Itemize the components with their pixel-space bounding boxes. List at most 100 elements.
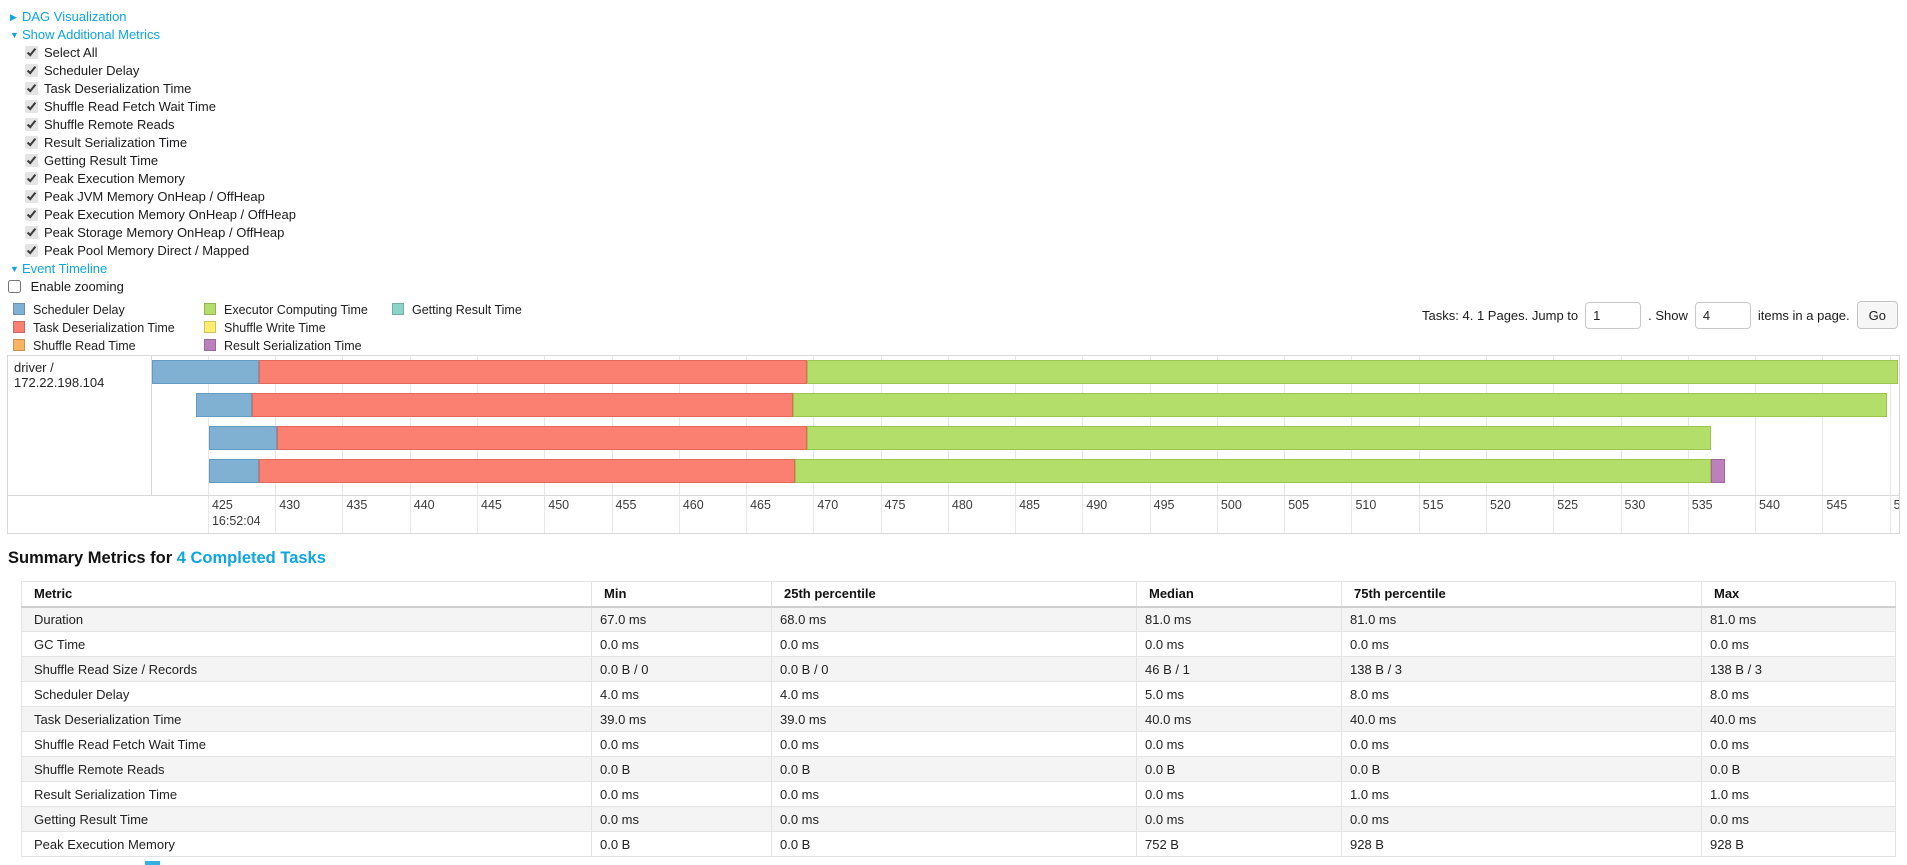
axis-tick-label: 430 [279, 498, 301, 512]
summary-metric-name-cell: Shuffle Read Fetch Wait Time [21, 731, 592, 757]
timeline-legend-and-pager: Scheduler Delay Task Deserialization Time… [0, 301, 1907, 355]
summary-value-cell: 0.0 ms [591, 781, 772, 807]
legend-swatch-shuffle-write [204, 321, 216, 333]
axis-tick-label: 470 [817, 498, 839, 512]
timeline-bar-segment-task-deserialization[interactable] [259, 360, 807, 384]
show-additional-metrics-toggle[interactable]: ▼ Show Additional Metrics [0, 26, 1907, 44]
timeline-gridline [1755, 496, 1757, 533]
metric-checkbox[interactable] [25, 208, 38, 221]
summary-value-cell: 0.0 ms [1136, 806, 1342, 832]
summary-value-cell: 40.0 ms [1136, 706, 1342, 732]
timeline-gridline [611, 356, 613, 495]
legend-item-getting-result: Getting Result Time [392, 301, 572, 319]
legend-label: Shuffle Read Time [33, 339, 136, 353]
summary-value-cell: 0.0 ms [771, 631, 1137, 657]
metric-checkbox[interactable] [25, 118, 38, 131]
axis-tick-label: 495 [1153, 498, 1175, 512]
legend-item-result-serialization: Result Serialization Time [204, 337, 392, 355]
timeline-bar-segment-scheduler-delay[interactable] [209, 459, 260, 483]
summary-table-row: Peak Execution Memory 0.0 B 0.0 B 752 B 928 … [21, 831, 1896, 857]
summary-col-header: 25th percentile [771, 581, 1137, 608]
summary-value-cell: 68.0 ms [771, 606, 1137, 632]
timeline-bar-segment-scheduler-delay[interactable] [195, 393, 253, 417]
summary-value-cell: 46 B / 1 [1136, 656, 1342, 682]
show-additional-metrics-label: Show Additional Metrics [22, 27, 161, 42]
metric-checkbox-row: Task Deserialization Time [0, 80, 1907, 98]
timeline-gridline [1620, 496, 1622, 533]
metric-checkbox[interactable] [25, 82, 38, 95]
timeline-axis-area: 425 430 435 440 445 450 455 460 465 470 475 480 485 4… [8, 495, 1899, 533]
metric-checkbox[interactable] [25, 100, 38, 113]
axis-tick-label: 435 [346, 498, 368, 512]
jump-to-page-input[interactable] [1585, 301, 1642, 329]
summary-metric-name-cell: Result Serialization Time [21, 781, 592, 807]
metric-checkbox-label: Select All [44, 45, 98, 60]
dag-visualization-toggle[interactable]: ▶ DAG Visualization [0, 8, 1907, 26]
axis-tick-label: 460 [682, 498, 704, 512]
axis-tick-label: 530 [1624, 498, 1646, 512]
items-per-page-input[interactable] [1694, 301, 1751, 329]
timeline-bar-segment-task-deserialization[interactable] [252, 393, 794, 417]
summary-table-row: Result Serialization Time 0.0 ms 0.0 ms 0.0… [21, 781, 1896, 807]
summary-value-cell: 40.0 ms [1341, 706, 1702, 732]
timeline-bar-segment-executor-computing[interactable] [806, 360, 1898, 384]
metric-checkbox[interactable] [25, 172, 38, 185]
summary-value-cell: 4.0 ms [771, 681, 1137, 707]
metric-checkbox-row: Peak JVM Memory OnHeap / OffHeap [0, 188, 1907, 206]
metric-checkbox[interactable] [25, 64, 38, 77]
timeline-gridline [342, 356, 344, 495]
timeline-bar-segment-scheduler-delay[interactable] [152, 360, 260, 384]
summary-table-row: Shuffle Remote Reads 0.0 B 0.0 B 0.0 B 0.0 B… [21, 756, 1896, 782]
summary-value-cell: 0.0 ms [1341, 731, 1702, 757]
timeline-gridline [678, 496, 680, 533]
axis-tick-label: 425 [211, 498, 233, 512]
metric-checkbox[interactable] [25, 46, 38, 59]
timeline-bar-segment-executor-computing[interactable] [793, 393, 1887, 417]
timeline-bar-segment-executor-computing[interactable] [806, 426, 1711, 450]
summary-table-row: Shuffle Read Size / Records 0.0 B / 0 0.0 … [21, 656, 1896, 682]
timeline-bar-segment-result-serialization[interactable] [1710, 459, 1726, 483]
timeline-gridline [947, 356, 949, 495]
summary-value-cell: 0.0 B [1341, 756, 1702, 782]
timeline-gridline [207, 356, 209, 495]
legend-column: Executor Computing Time Shuffle Write Tim… [204, 301, 392, 355]
axis-tick-label: 480 [951, 498, 973, 512]
summary-value-cell: 39.0 ms [771, 706, 1137, 732]
timeline-bar-segment-task-deserialization[interactable] [276, 426, 807, 450]
timeline-bar-segment-executor-computing[interactable] [794, 459, 1711, 483]
metric-checkbox[interactable] [25, 154, 38, 167]
metric-checkbox[interactable] [25, 190, 38, 203]
summary-value-cell: 81.0 ms [1136, 606, 1342, 632]
metric-checkbox-label: Getting Result Time [44, 153, 159, 168]
metric-checkbox-row: Shuffle Remote Reads [0, 116, 1907, 134]
completed-tasks-link[interactable]: 4 Completed Tasks [176, 549, 326, 567]
timeline-gridline [477, 496, 479, 533]
metric-checkbox[interactable] [25, 136, 38, 149]
legend-item-shuffle-read: Shuffle Read Time [13, 337, 204, 355]
summary-metric-name-cell: Scheduler Delay [21, 681, 592, 707]
summary-value-cell: 0.0 ms [1701, 731, 1896, 757]
legend-swatch-task-deserialization [13, 321, 25, 333]
timeline-gridline [813, 496, 815, 533]
summary-table-row: Task Deserialization Time 39.0 ms 39.0 ms 4… [21, 706, 1896, 732]
go-button[interactable]: Go [1856, 301, 1898, 329]
axis-tick-label: 515 [1422, 498, 1444, 512]
event-timeline-toggle[interactable]: ▼ Event Timeline [0, 260, 1907, 278]
legend-label: Executor Computing Time [224, 303, 368, 317]
timeline-bar-segment-task-deserialization[interactable] [259, 459, 795, 483]
metric-checkbox[interactable] [25, 226, 38, 239]
timeline-gridline [746, 356, 748, 495]
metric-checkbox[interactable] [25, 244, 38, 257]
timeline-bar-segment-scheduler-delay[interactable] [209, 426, 277, 450]
pagination-show-label: . Show [1648, 307, 1688, 323]
metric-checkbox-label: Peak Execution Memory [44, 171, 185, 186]
axis-tick-label: 520 [1489, 498, 1511, 512]
timeline-gridline [1687, 356, 1689, 495]
metric-checkbox-row: Shuffle Read Fetch Wait Time [0, 98, 1907, 116]
summary-value-cell: 0.0 B [1136, 756, 1342, 782]
summary-value-cell: 0.0 ms [1136, 781, 1342, 807]
summary-table-header-row: Metric Min 25th percentile Median 75th perce… [21, 581, 1896, 608]
timeline-gridline [409, 356, 411, 495]
enable-zooming-checkbox[interactable] [8, 280, 21, 293]
summary-value-cell: 8.0 ms [1701, 681, 1896, 707]
